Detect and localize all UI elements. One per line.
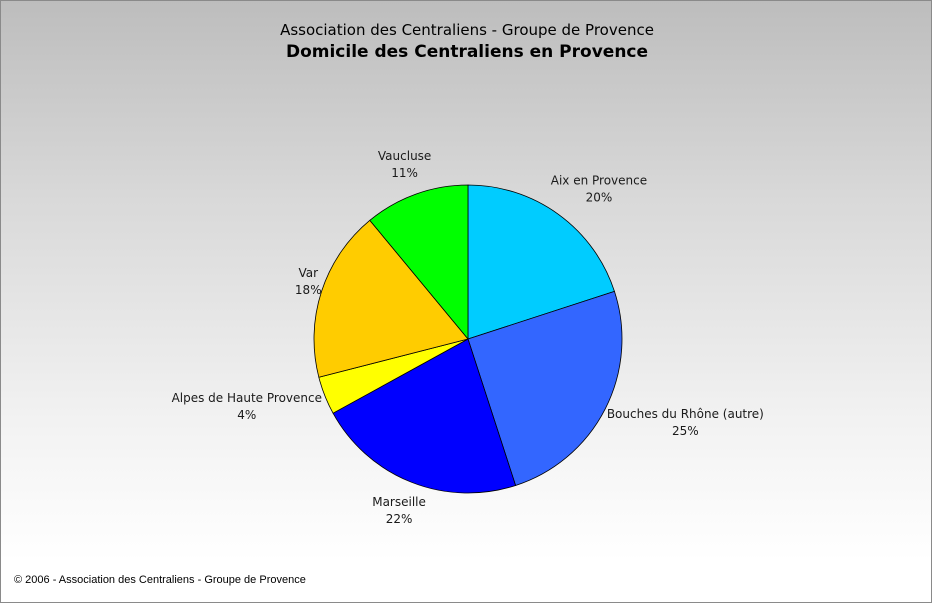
slice-label-2: Marseille — [372, 495, 426, 509]
slice-percent-3: 4% — [237, 408, 256, 422]
pie-slice-4 — [313, 219, 469, 378]
chart-subtitle: Association des Centraliens - Groupe de … — [280, 21, 654, 39]
slice-percent-1: 25% — [672, 424, 699, 438]
pie-slice-1 — [467, 291, 623, 486]
slice-percent-4: 18% — [295, 283, 322, 297]
copyright-footer: © 2006 - Association des Centraliens - G… — [14, 574, 306, 586]
slice-label-3: Alpes de Haute Provence — [172, 391, 322, 405]
slice-label-5: Vaucluse — [378, 149, 431, 163]
slice-label-1: Bouches du Rhône (autre) — [607, 407, 764, 421]
pie-labels: Aix en Provence 20% Bouches du Rhône (autr… — [172, 149, 764, 526]
slice-percent-0: 20% — [586, 190, 613, 204]
pie-slice-5 — [369, 184, 469, 340]
slice-percent-2: 22% — [386, 512, 413, 526]
slice-label-4: Var — [298, 266, 318, 280]
pie-slice-0 — [467, 184, 615, 340]
pie-slice-2 — [332, 338, 516, 494]
slice-percent-5: 11% — [391, 166, 418, 180]
pie-slices — [313, 184, 623, 494]
chart-title: Domicile des Centraliens en Provence — [286, 42, 648, 62]
slice-label-0: Aix en Provence — [551, 173, 647, 187]
